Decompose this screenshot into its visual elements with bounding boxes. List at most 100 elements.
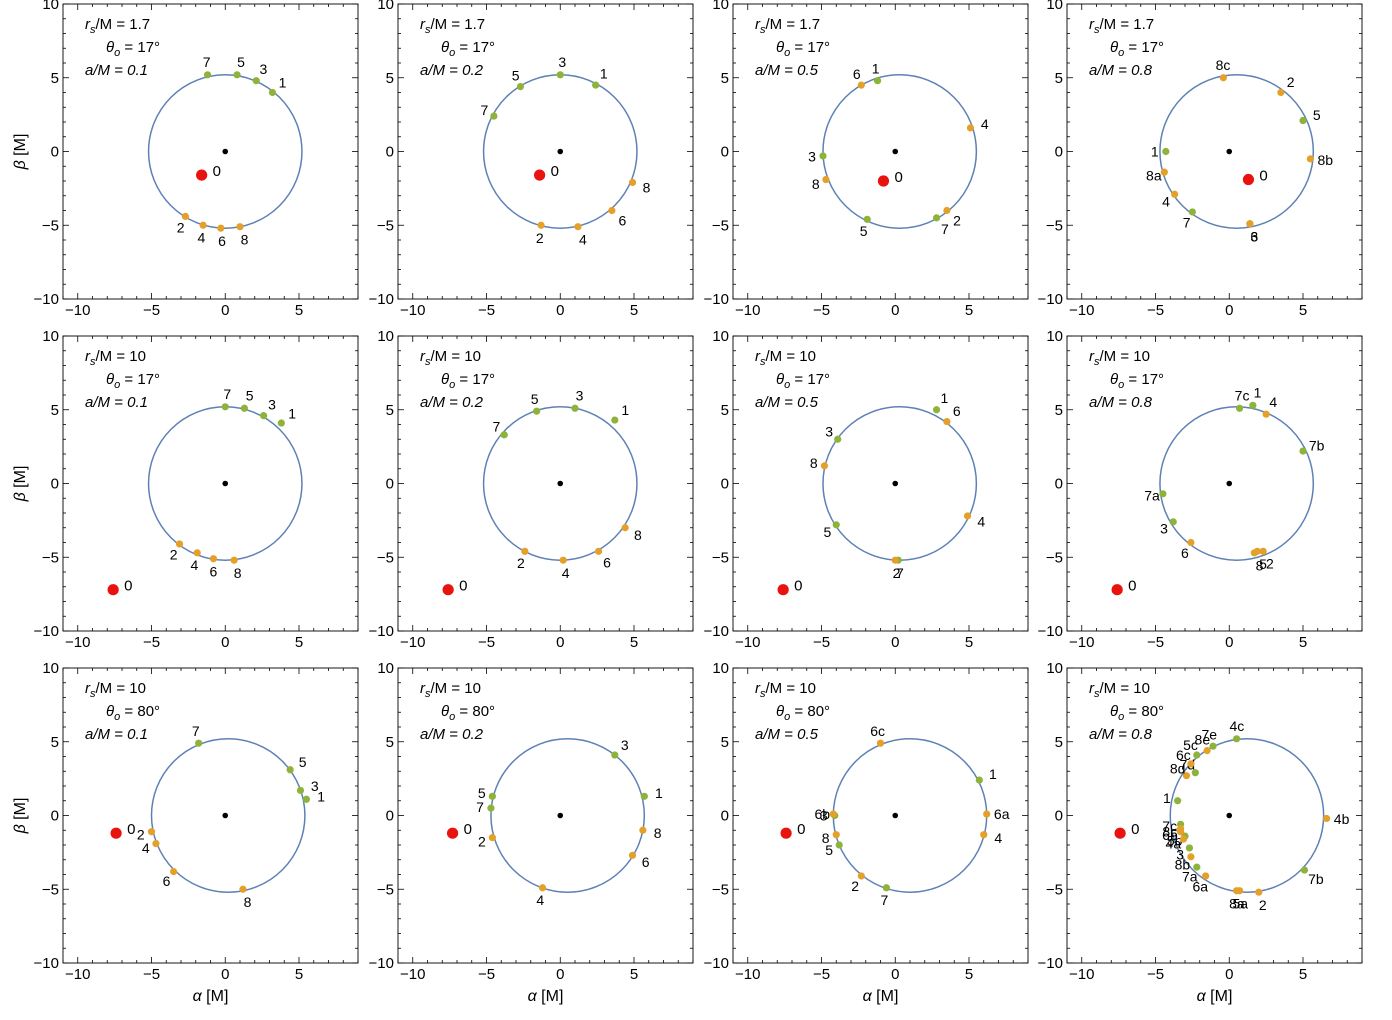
point-label: 3: [311, 778, 319, 794]
point-label: 7: [1183, 214, 1191, 230]
point-label: 8e: [1195, 732, 1211, 748]
x-tick-label: −10: [1069, 302, 1094, 319]
image-point-green: [260, 412, 268, 420]
image-point-green: [203, 71, 212, 79]
image-point-orange: [1187, 853, 1195, 861]
point-label: 5: [1313, 107, 1321, 123]
annotation-line: θo = 17°: [106, 371, 160, 391]
image-point-green: [286, 766, 294, 774]
point-label: 7: [896, 565, 904, 581]
image-point-green: [1159, 490, 1167, 498]
image-point-green: [1300, 866, 1309, 874]
annotation-line: θo = 80°: [776, 703, 830, 723]
y-tick-label: −5: [42, 217, 59, 234]
x-tick-label: −10: [1069, 966, 1094, 983]
point-label: 6: [1250, 229, 1258, 245]
image-point-orange: [891, 556, 899, 564]
image-point-orange: [966, 124, 975, 132]
photon-ring-circle: [822, 406, 978, 561]
annotation-line: rs/M = 10: [755, 680, 816, 700]
point-label: 2: [137, 826, 145, 842]
y-tick-label: −10: [34, 955, 59, 972]
x-axis-label: α [M]: [1197, 988, 1233, 1005]
center-point: [557, 148, 564, 155]
point-label: 7b: [1309, 437, 1325, 453]
point-label: 4: [536, 892, 544, 908]
image-point-green: [1299, 447, 1307, 455]
annotation-line: a/M = 0.1: [85, 62, 148, 79]
point-label: 7b: [1308, 871, 1324, 887]
photon-ring-circle: [1159, 406, 1315, 561]
x-tick-label: 5: [295, 302, 303, 319]
image-point-orange: [1219, 74, 1227, 82]
y-tick-label: −5: [377, 217, 394, 234]
source-point: [442, 584, 454, 596]
image-point-green: [296, 786, 305, 795]
image-point-orange: [1160, 168, 1168, 176]
y-tick-label: 5: [51, 734, 59, 751]
y-tick-label: −10: [369, 291, 394, 308]
point-label: 7a: [1182, 868, 1198, 884]
point-label: 1: [1151, 144, 1159, 160]
annotation-line: rs/M = 1.7: [420, 16, 485, 36]
image-point-green: [1235, 404, 1244, 412]
image-point-green: [1193, 751, 1201, 759]
y-tick-label: −5: [1046, 549, 1063, 566]
image-point-orange: [152, 839, 160, 848]
image-point-orange: [1246, 220, 1254, 228]
image-point-green: [252, 77, 260, 85]
y-tick-label: −5: [42, 881, 59, 898]
x-tick-label: −5: [478, 966, 495, 983]
x-tick-label: −10: [65, 634, 90, 651]
ticks: [62, 3, 359, 300]
image-point-orange: [628, 178, 637, 187]
annotation-line: a/M = 0.2: [420, 726, 484, 743]
x-tick-label: −10: [735, 966, 760, 983]
image-point-orange: [147, 828, 156, 836]
image-point-orange: [1262, 410, 1270, 418]
source-label: 0: [797, 821, 805, 838]
point-label: 3: [825, 424, 833, 440]
source-point: [1114, 827, 1126, 839]
annotation-line: a/M = 0.2: [420, 394, 484, 411]
photon-ring-circle: [1159, 74, 1315, 229]
image-point-orange: [181, 212, 190, 220]
y-tick-label: −10: [369, 955, 394, 972]
annotation-line: a/M = 0.5: [755, 62, 819, 79]
point-label: 4: [977, 514, 985, 530]
point-label: 3: [1160, 521, 1168, 537]
point-label: 8b: [1175, 857, 1191, 873]
point-label: 4: [1269, 394, 1277, 410]
source-point: [877, 175, 890, 187]
image-point-green: [975, 776, 983, 784]
annotation-line: rs/M = 10: [1089, 348, 1150, 368]
y-tick-label: 5: [1055, 734, 1063, 751]
point-label: 7: [476, 799, 484, 815]
annotation-line: θo = 80°: [1110, 703, 1164, 723]
image-point-orange: [1176, 828, 1185, 836]
point-label: 3: [260, 61, 268, 77]
parameter-annotation: rs/M = 1.7 θo = 17° a/M = 0.8: [1089, 16, 1164, 79]
photon-ring-circle: [147, 74, 303, 229]
source-label: 0: [1128, 578, 1136, 595]
point-label: 5b: [1167, 832, 1183, 848]
point-label: 2: [478, 833, 486, 849]
point-label: 8: [810, 455, 818, 471]
source-label: 0: [459, 578, 467, 595]
image-point-orange: [639, 826, 647, 834]
image-point-green: [1209, 742, 1217, 750]
ticks: [732, 3, 1029, 300]
image-point-green: [835, 841, 843, 849]
source-label: 0: [464, 821, 472, 838]
image-point-orange: [170, 867, 178, 876]
point-label: 6: [619, 212, 627, 228]
annotation-line: rs/M = 10: [420, 680, 481, 700]
point-label: 7a: [1144, 488, 1160, 504]
image-point-green: [1233, 735, 1241, 743]
image-point-orange: [857, 81, 865, 89]
point-label: 5: [823, 524, 831, 540]
source-label: 0: [1131, 821, 1139, 838]
